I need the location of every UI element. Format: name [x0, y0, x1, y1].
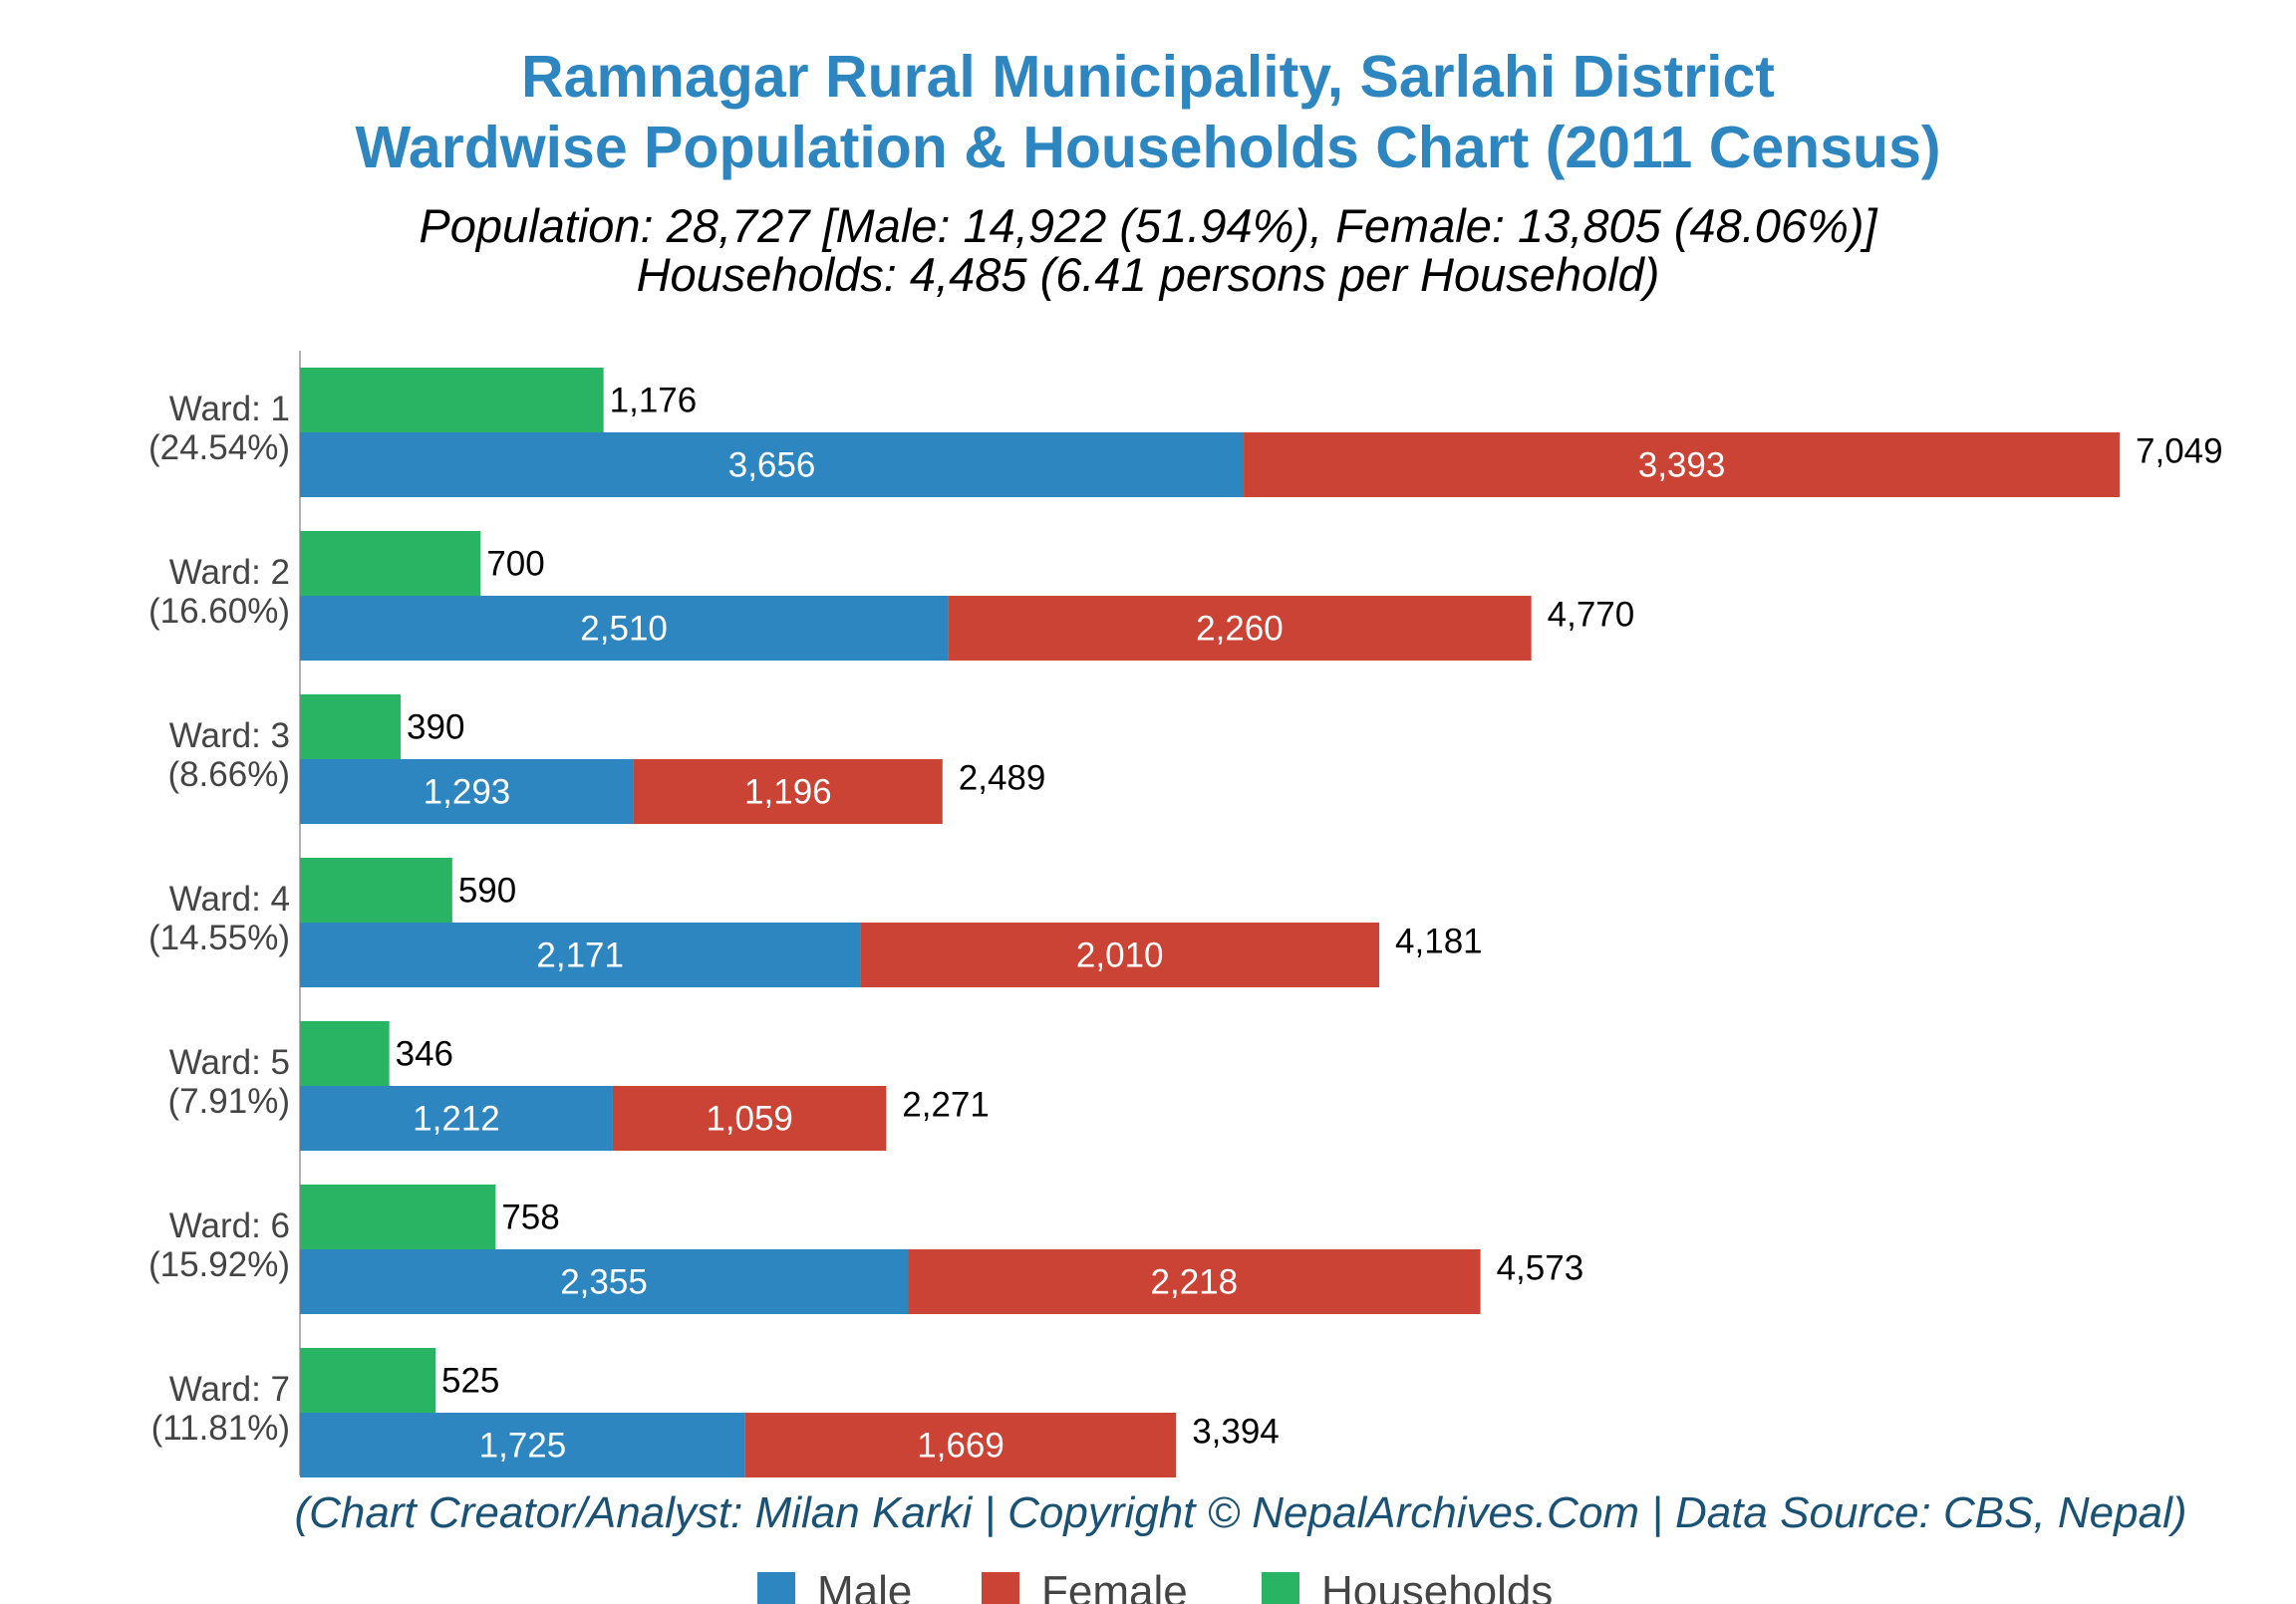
female-value-label: 2,260	[1196, 610, 1284, 649]
female-bar	[908, 1249, 1481, 1314]
chart-title-line-2: Wardwise Population & Households Chart (…	[355, 115, 1940, 180]
legend-swatch-households	[1262, 1572, 1299, 1604]
male-bar	[300, 1249, 909, 1314]
legend-label-male: Male	[817, 1567, 912, 1604]
total-value-label: 4,573	[1497, 1249, 1584, 1288]
male-bar	[300, 432, 1245, 497]
female-bar	[633, 759, 943, 824]
female-value-label: 3,393	[1638, 446, 1726, 485]
ward-label: Ward: 5	[169, 1043, 290, 1082]
legend-swatch-male	[757, 1572, 795, 1604]
male-bar	[300, 759, 634, 824]
legend-label-households: Households	[1321, 1567, 1553, 1604]
female-bar	[744, 1413, 1177, 1477]
ward-label: Ward: 1	[169, 390, 290, 428]
households-value-label: 700	[486, 545, 544, 584]
households-bar	[300, 1021, 390, 1086]
ward-label: Ward: 4	[169, 880, 290, 919]
female-value-label: 1,196	[744, 773, 832, 812]
households-value-label: 346	[396, 1035, 453, 1074]
households-value-label: 758	[501, 1199, 559, 1237]
total-value-label: 7,049	[2136, 432, 2223, 471]
male-value-label: 2,171	[536, 936, 624, 975]
households-value-label: 1,176	[610, 382, 698, 420]
male-value-label: 2,355	[560, 1263, 648, 1302]
ward-share-label: (11.81%)	[151, 1409, 290, 1448]
ward-label: Ward: 6	[169, 1206, 290, 1245]
total-value-label: 4,770	[1548, 596, 1635, 635]
female-value-label: 1,669	[917, 1427, 1004, 1466]
male-value-label: 1,212	[413, 1100, 500, 1139]
male-value-label: 1,293	[424, 773, 511, 812]
female-bar	[612, 1086, 887, 1151]
ward-share-label: (8.66%)	[167, 755, 290, 794]
households-bar	[300, 858, 452, 923]
male-bar	[300, 1413, 745, 1477]
male-bar	[300, 1086, 613, 1151]
male-value-label: 2,510	[580, 610, 668, 649]
bars-group: Ward: 1(24.54%) 1,176 3,656 3,393 7,049 Ward:…	[148, 368, 2223, 1477]
male-value-label: 1,725	[479, 1427, 567, 1466]
ward-share-label: (14.55%)	[148, 919, 290, 957]
ward-share-label: (16.60%)	[148, 592, 290, 631]
legend-swatch-female	[982, 1572, 1019, 1604]
households-bar	[300, 531, 481, 596]
male-value-label: 3,656	[728, 446, 816, 485]
total-value-label: 3,394	[1192, 1413, 1280, 1452]
households-value-label: 390	[407, 708, 464, 747]
chart-credit: (Chart Creator/Analyst: Milan Karki | Co…	[294, 1488, 2186, 1537]
ward-share-label: (7.91%)	[167, 1082, 290, 1121]
households-bar	[300, 694, 402, 759]
chart-subtitle-line-2: Households: 4,485 (6.41 persons per Hous…	[637, 248, 1660, 301]
female-value-label: 2,010	[1076, 936, 1164, 975]
male-bar	[300, 596, 949, 661]
households-value-label: 590	[458, 872, 516, 911]
legend: Male Female Households	[757, 1567, 1553, 1604]
male-bar	[300, 923, 861, 987]
chart-title-line-1: Ramnagar Rural Municipality, Sarlahi Dis…	[521, 44, 1775, 110]
ward-label: Ward: 3	[169, 716, 290, 755]
ward-label: Ward: 2	[169, 553, 290, 592]
female-bar	[1244, 432, 2120, 497]
households-bar	[300, 368, 604, 432]
legend-label-female: Female	[1041, 1567, 1188, 1604]
total-value-label: 4,181	[1395, 923, 1483, 961]
female-bar	[948, 596, 1532, 661]
total-value-label: 2,271	[902, 1086, 990, 1125]
female-bar	[860, 923, 1380, 987]
ward-share-label: (15.92%)	[148, 1245, 290, 1284]
chart-subtitle-line-1: Population: 28,727 [Male: 14,922 (51.94%…	[419, 199, 1877, 252]
female-value-label: 1,059	[706, 1100, 793, 1139]
female-value-label: 2,218	[1151, 1263, 1239, 1302]
households-bar	[300, 1185, 496, 1249]
total-value-label: 2,489	[959, 759, 1046, 798]
ward-share-label: (24.54%)	[148, 428, 290, 467]
households-value-label: 525	[441, 1362, 499, 1401]
households-bar	[300, 1348, 435, 1413]
ward-label: Ward: 7	[169, 1370, 290, 1409]
